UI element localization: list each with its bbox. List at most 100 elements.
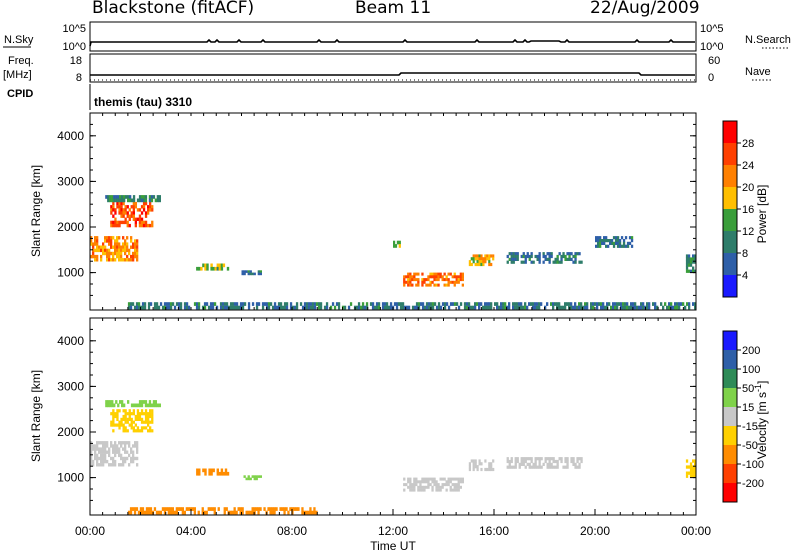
heatmap-cell-1 bbox=[116, 414, 119, 419]
heatmap-cell-8 bbox=[191, 507, 194, 511]
heatmap-cell-10 bbox=[668, 302, 671, 306]
heatmap-cell-2 bbox=[138, 198, 142, 203]
xaxis-tick-label: 04:00 bbox=[176, 524, 206, 538]
heatmap-cell-1 bbox=[112, 214, 115, 218]
heatmap-cell-10 bbox=[185, 302, 189, 306]
heatmap-cell-10 bbox=[652, 302, 655, 306]
heatmap-cell-8 bbox=[135, 507, 139, 511]
heatmap-cell-0 bbox=[114, 463, 117, 467]
heatmap-cell-10 bbox=[261, 302, 265, 306]
heatmap-cell-10 bbox=[421, 302, 425, 306]
heatmap-cell-5 bbox=[407, 283, 410, 287]
heatmap-cell-9 bbox=[599, 239, 602, 243]
heatmap-cell-9 bbox=[692, 465, 695, 469]
heatmap-cell-8 bbox=[315, 510, 318, 515]
plot-title: Blackstone (fitACF) bbox=[92, 0, 255, 18]
heatmap-cell-5 bbox=[433, 483, 436, 487]
heatmap-cell-10 bbox=[578, 305, 581, 310]
heatmap-cell-10 bbox=[470, 305, 473, 310]
heatmap-cell-5 bbox=[413, 278, 416, 282]
velocity-colorbar-label: Velocity [m s-1] bbox=[753, 381, 769, 460]
heatmap-cell-8 bbox=[223, 510, 226, 515]
heatmap-cell-2 bbox=[111, 403, 114, 408]
heatmap-cell-10 bbox=[261, 305, 265, 310]
heatmap-cell-8 bbox=[510, 260, 513, 264]
heatmap-cell-0 bbox=[94, 456, 97, 461]
heatmap-cell-10 bbox=[171, 302, 175, 306]
heatmap-cell-10 bbox=[165, 302, 169, 306]
heatmap-cell-5 bbox=[457, 485, 460, 489]
heatmap-cell-10 bbox=[165, 305, 169, 310]
heatmap-cell-8 bbox=[159, 510, 163, 515]
heatmap-cell-8 bbox=[313, 510, 316, 515]
heatmap-cell-4 bbox=[249, 270, 252, 273]
heatmap-cell-0 bbox=[96, 447, 99, 451]
heatmap-cell-7 bbox=[474, 257, 477, 261]
heatmap-cell-7 bbox=[522, 459, 525, 464]
heatmap-cell-0 bbox=[92, 459, 95, 464]
heatmap-cell-10 bbox=[419, 302, 423, 306]
heatmap-cell-10 bbox=[682, 302, 685, 306]
heatmap-cell-1 bbox=[114, 223, 117, 228]
heatmap-cell-1 bbox=[122, 426, 125, 430]
heatmap-cell-10 bbox=[139, 305, 143, 310]
heatmap-cell-4 bbox=[251, 475, 254, 478]
heatmap-cell-9 bbox=[597, 236, 600, 240]
heatmap-cell-8 bbox=[287, 510, 290, 515]
heatmap-cell-7 bbox=[580, 459, 583, 464]
heatmap-cell-0 bbox=[96, 242, 99, 246]
heatmap-cell-7 bbox=[576, 465, 579, 469]
heatmap-cell-10 bbox=[289, 305, 293, 310]
heatmap-cell-1 bbox=[136, 417, 140, 421]
heatmap-cell-3 bbox=[210, 468, 213, 473]
heatmap-cell-8 bbox=[175, 507, 178, 511]
heatmap-cell-10 bbox=[157, 305, 161, 310]
heatmap-cell-0 bbox=[94, 444, 97, 448]
heatmap-cell-8 bbox=[163, 507, 167, 511]
heatmap-cell-2 bbox=[158, 198, 161, 203]
heatmap-cell-8 bbox=[528, 254, 531, 259]
heatmap-cell-1 bbox=[112, 429, 115, 433]
heatmap-cell-5 bbox=[419, 485, 422, 489]
heatmap-cell-10 bbox=[387, 305, 391, 310]
heatmap-cell-7 bbox=[576, 459, 579, 464]
heatmap-cell-10 bbox=[411, 305, 415, 310]
heatmap-cell-1 bbox=[126, 205, 129, 209]
heatmap-cell-10 bbox=[209, 305, 213, 310]
heatmap-cell-0 bbox=[130, 236, 133, 240]
heatmap-cell-8 bbox=[574, 252, 577, 256]
heatmap-cell-9 bbox=[599, 244, 602, 248]
heatmap-cell-10 bbox=[486, 305, 489, 310]
heatmap-cell-10 bbox=[447, 305, 451, 310]
heatmap-cell-10 bbox=[149, 302, 153, 306]
heatmap-cell-5 bbox=[451, 280, 454, 284]
heatmap-cell-10 bbox=[437, 305, 441, 310]
heatmap-cell-10 bbox=[484, 305, 487, 310]
heatmap-cell-8 bbox=[580, 260, 583, 264]
heatmap-cell-0 bbox=[106, 258, 109, 262]
heatmap-cell-4 bbox=[245, 270, 248, 273]
heatmap-cell-1 bbox=[138, 417, 142, 421]
heatmap-cell-5 bbox=[457, 480, 460, 484]
velocity-ytick-label: 2000 bbox=[57, 425, 84, 439]
heatmap-cell-0 bbox=[96, 258, 99, 262]
heatmap-cell-4 bbox=[245, 477, 248, 481]
heatmap-cell-9 bbox=[620, 236, 624, 240]
heatmap-cell-1 bbox=[136, 208, 140, 212]
heatmap-cell-5 bbox=[449, 280, 452, 284]
heatmap-cell-5 bbox=[425, 485, 428, 489]
heatmap-cell-6 bbox=[394, 244, 398, 248]
heatmap-cell-10 bbox=[377, 305, 381, 310]
heatmap-cell-1 bbox=[138, 429, 142, 433]
heatmap-cell-1 bbox=[124, 205, 127, 209]
heatmap-cell-7 bbox=[520, 462, 523, 466]
heatmap-cell-10 bbox=[445, 302, 449, 306]
heatmap-cell-8 bbox=[207, 507, 210, 511]
heatmap-cell-10 bbox=[317, 302, 321, 306]
heatmap-cell-5 bbox=[461, 477, 464, 481]
heatmap-cell-3 bbox=[226, 471, 230, 476]
heatmap-cell-10 bbox=[313, 302, 317, 306]
heatmap-cell-7 bbox=[548, 465, 551, 469]
heatmap-cell-0 bbox=[104, 251, 107, 256]
heatmap-cell-9 bbox=[618, 239, 622, 243]
